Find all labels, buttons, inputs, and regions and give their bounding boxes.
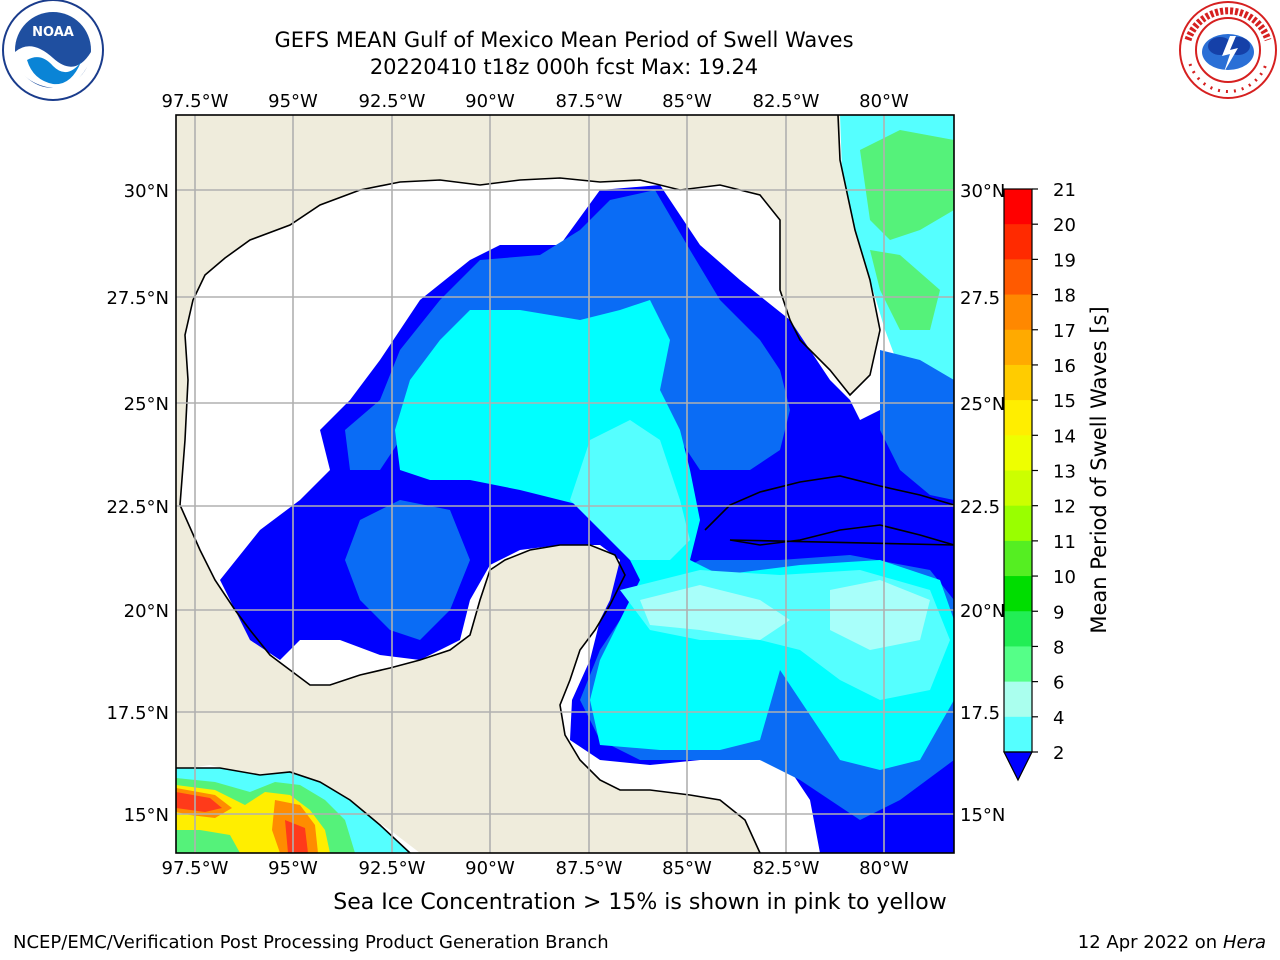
lat-label-right: 30°N <box>960 181 1005 202</box>
map-title: GEFS MEAN Gulf of Mexico Mean Period of … <box>274 28 854 52</box>
lon-label-top: 90°W <box>465 91 515 112</box>
lat-label-left: 15°N <box>124 805 169 826</box>
coastline-cuba <box>704 475 954 546</box>
colorbar-tick-label: 11 <box>1053 532 1076 553</box>
lat-label-right: 15°N <box>960 805 1005 826</box>
colorbar-segment <box>1004 611 1032 647</box>
lon-label-top: 80°W <box>859 91 909 112</box>
colorbar-segment <box>1004 716 1032 753</box>
svg-text:NOAA: NOAA <box>32 25 74 40</box>
colorbar-tick-label: 17 <box>1053 321 1076 342</box>
lat-label-right: 27.5 <box>960 288 1000 309</box>
lat-label-left: 27.5°N <box>106 288 169 309</box>
lat-label-right: 17.5 <box>960 703 1000 724</box>
colorbar-tick-label: 14 <box>1053 426 1076 447</box>
nws-logo <box>1178 0 1278 100</box>
map-frame <box>175 114 955 854</box>
lat-label-left: 30°N <box>124 181 169 202</box>
lat-label-right: 20°N <box>960 601 1005 622</box>
swell-pale-cyan-2 <box>830 580 930 650</box>
lon-label-bottom: 95°W <box>268 858 318 879</box>
colorbar-segment <box>1004 259 1032 296</box>
colorbar-tick-label: 10 <box>1053 567 1076 588</box>
sea-ice-caption: Sea Ice Concentration > 15% is shown in … <box>333 890 947 915</box>
colorbar-tick-label: 13 <box>1053 462 1076 483</box>
colorbar-tick-label: 9 <box>1053 602 1064 623</box>
colorbar-segment <box>1004 681 1032 718</box>
coastline-mexico <box>179 504 761 853</box>
colorbar-segment <box>1004 470 1032 507</box>
colorbar-segment <box>1004 364 1032 401</box>
swell-pale-cyan <box>640 585 790 640</box>
colorbar-tick-label: 4 <box>1053 708 1064 729</box>
colorbar-tick-label: 6 <box>1053 673 1064 694</box>
colorbar-tick-label: 12 <box>1053 497 1076 518</box>
colorbar-tick-label: 16 <box>1053 356 1076 377</box>
lat-label-right: 22.5 <box>960 497 1000 518</box>
colorbar-tick-label: 19 <box>1053 250 1076 271</box>
lon-label-top: 92.5°W <box>359 91 426 112</box>
generation-date: 12 Apr 2022 on Hera <box>1078 932 1266 953</box>
coastline-gulf <box>179 115 881 506</box>
lon-label-top: 82.5°W <box>753 91 820 112</box>
lon-label-top: 85°W <box>662 91 712 112</box>
lat-label-left: 20°N <box>124 601 169 622</box>
colorbar-tick-label: 8 <box>1053 637 1064 658</box>
lon-label-bottom: 90°W <box>465 858 515 879</box>
graticule <box>176 115 954 853</box>
colorbar-segment <box>1004 294 1032 331</box>
lon-label-bottom: 97.5°W <box>162 858 229 879</box>
colorbar-segment <box>1004 540 1032 577</box>
noaa-logo: NOAA <box>2 0 104 101</box>
swell-pacific-red <box>176 792 222 812</box>
lon-label-top: 87.5°W <box>556 91 623 112</box>
colorbar-segment <box>1004 329 1032 366</box>
lat-label-left: 22.5°N <box>106 497 169 518</box>
lon-label-top: 97.5°W <box>162 91 229 112</box>
lon-label-bottom: 92.5°W <box>359 858 426 879</box>
colorbar-tick-label: 20 <box>1053 215 1076 236</box>
colorbar-tick-label: 18 <box>1053 286 1076 307</box>
colorbar-segment <box>1004 646 1032 683</box>
lon-label-bottom: 87.5°W <box>556 858 623 879</box>
forecast-subtitle: 20220410 t18z 000h fcst Max: 19.24 <box>369 55 759 79</box>
colorbar-tick-label: 21 <box>1053 180 1076 201</box>
colorbar-segment <box>1004 505 1032 542</box>
swell-atlantic-green-2 <box>870 250 940 330</box>
lon-label-bottom: 85°W <box>662 858 712 879</box>
generation-date-text: 12 Apr 2022 on <box>1077 932 1218 953</box>
swell-pacific-red-2 <box>285 820 308 853</box>
lon-label-bottom: 80°W <box>859 858 909 879</box>
lon-label-bottom: 82.5°W <box>753 858 820 879</box>
colorbar-segment <box>1004 435 1032 471</box>
colorbar-segment <box>1004 576 1032 612</box>
swell-light-cyan <box>570 420 690 560</box>
colorbar-segment <box>1004 224 1032 260</box>
swell-atlantic-blue <box>880 350 954 500</box>
coastline-pacific <box>176 767 411 853</box>
lon-label-top: 95°W <box>268 91 318 112</box>
swell-mid-blue-2 <box>345 500 470 640</box>
generation-host: Hera <box>1222 932 1266 953</box>
colorbar-extend-triangle <box>1003 751 1033 782</box>
colorbar-segment <box>1004 400 1032 436</box>
producer-credit: NCEP/EMC/Verification Post Processing Pr… <box>13 932 609 953</box>
lat-label-right: 25°N <box>960 394 1005 415</box>
colorbar: 21 20 19 18 17 16 15 14 13 12 11 10 9 8 6 4 2 Mean Perio… <box>1003 180 1111 782</box>
lat-label-left: 25°N <box>124 394 169 415</box>
colorbar-segment <box>1004 189 1032 225</box>
colorbar-tick-label: 15 <box>1053 391 1076 412</box>
colorbar-tick-label: 2 <box>1053 743 1064 764</box>
lat-label-left: 17.5°N <box>106 703 169 724</box>
colorbar-label: Mean Period of Swell Waves [s] <box>1087 306 1111 633</box>
